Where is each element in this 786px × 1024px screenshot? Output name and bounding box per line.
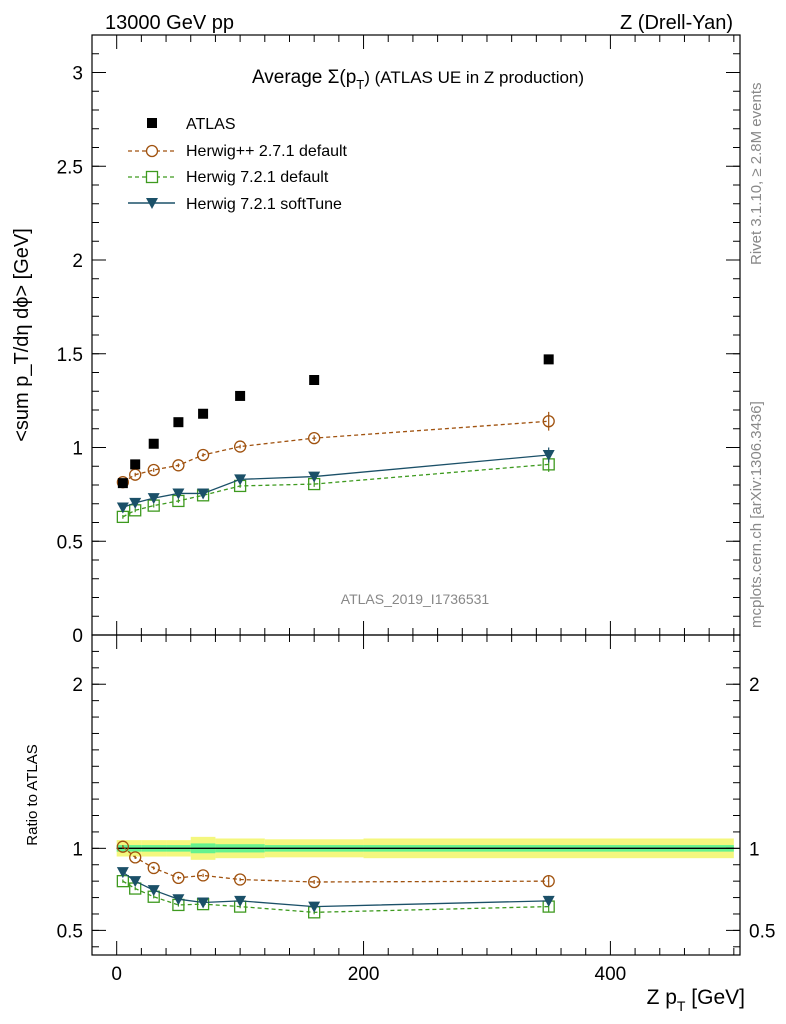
ratio-ylabel: Ratio to ATLAS	[24, 744, 41, 845]
ratio-point-herwig-7-2-1-softtune	[542, 895, 555, 907]
main-point-atlas	[173, 417, 184, 428]
main-point-herwig-2-7-1-default	[542, 415, 555, 428]
ratio-point-herwig-2-7-1-default	[147, 861, 160, 875]
ratio-point-herwig-2-7-1-default	[172, 871, 185, 885]
ratio-line-herwig-7-2-1-default	[122, 880, 549, 913]
main-point-herwig-7-2-1-softtune	[234, 474, 247, 486]
legend-herwigpp-marker	[145, 144, 159, 158]
xlabel-tail: [GeV]	[685, 986, 745, 1009]
main-data	[116, 354, 555, 524]
legend: ATLAS Herwig++ 2.7.1 default Herwig 7.2.…	[128, 116, 348, 213]
ratio-series-herwig-2-7-1-default	[116, 840, 555, 889]
ratio-point-herwig-7-2-1-softtune	[308, 901, 321, 913]
ratio-point-herwig-7-2-1-softtune	[234, 895, 247, 907]
ratio-data	[116, 840, 555, 919]
main-point-atlas	[130, 459, 141, 470]
main-point-atlas	[543, 354, 554, 365]
main-ytick-label: 0.5	[57, 532, 83, 553]
ratio-point-herwig-2-7-1-default	[542, 875, 555, 888]
header-right: Z (Drell-Yan)	[620, 12, 733, 34]
main-ylabel: <sum p_T/dη dϕ> [GeV]	[11, 228, 33, 442]
main-point-herwig-7-2-1-softtune	[172, 488, 185, 500]
ratio-point-herwig-2-7-1-default	[116, 840, 130, 853]
ratio-ytick-label-left: 2	[72, 675, 83, 696]
ratio-point-herwig-7-2-1-softtune	[197, 897, 210, 909]
legend-herwigpp-label: Herwig++ 2.7.1 default	[186, 143, 348, 160]
xlabel-sub: T	[677, 998, 686, 1014]
rivet-label: Rivet 3.1.10, ≥ 2.8M events	[748, 83, 765, 266]
ratio-line-herwig-7-2-1-softtune	[122, 871, 549, 908]
header-left: 13000 GeV pp	[105, 12, 234, 34]
main-line-herwig-7-2-1-default	[122, 463, 549, 518]
main-point-herwig-2-7-1-default	[172, 459, 185, 472]
title-sigma: Σ(p	[328, 67, 357, 88]
x-tick-label: 400	[595, 964, 627, 985]
main-series-herwig-7-2-1-softtune	[116, 447, 555, 514]
legend-softtune-marker	[146, 198, 158, 209]
ratio-ytick-label-right: 1	[749, 839, 760, 860]
ratio-ytick-label-right: 2	[749, 675, 760, 696]
main-ytick-label: 2	[72, 251, 83, 272]
title-tail: ) (ATLAS UE in Z production)	[364, 68, 584, 87]
main-point-herwig-2-7-1-default	[308, 431, 321, 445]
main-point-herwig-2-7-1-default	[129, 468, 142, 481]
main-point-atlas	[117, 478, 128, 489]
ratio-point-herwig-7-2-1-softtune	[147, 885, 160, 897]
ratio-ytick-label-left: 1	[72, 839, 83, 860]
legend-softtune-label: Herwig 7.2.1 softTune	[186, 196, 342, 213]
main-point-herwig-7-2-1-softtune	[308, 471, 321, 483]
main-point-atlas	[235, 390, 246, 401]
ratio-frame	[91, 634, 741, 956]
main-ytick-label: 1.5	[57, 345, 83, 366]
main-ytick-label: 3	[72, 64, 83, 85]
analysis-watermark: ATLAS_2019_I1736531	[341, 591, 490, 607]
title-sub: T	[356, 77, 364, 92]
main-ytick-label: 0	[72, 626, 83, 647]
main-point-atlas	[309, 375, 320, 385]
x-tick-label: 200	[348, 964, 380, 985]
x-axis-label: Z pT [GeV]	[647, 986, 745, 1014]
ratio-point-herwig-2-7-1-default	[129, 851, 142, 864]
main-point-atlas	[148, 438, 159, 449]
mcplots-label: mcplots.cern.ch [arXiv:1306.3436]	[748, 401, 765, 628]
legend-herwig721-label: Herwig 7.2.1 default	[186, 169, 329, 186]
main-point-herwig-2-7-1-default	[233, 440, 247, 453]
ratio-point-herwig-7-2-1-softtune	[116, 867, 129, 879]
main-ytick-label: 1	[72, 439, 83, 460]
main-ticks: 0 0.5 1 1.5 2 2.5 3	[57, 34, 740, 647]
main-ytick-label: 2.5	[57, 157, 83, 178]
title-lead: Average	[252, 67, 328, 88]
main-series-atlas	[117, 354, 554, 489]
ratio-point-herwig-7-2-1-softtune	[129, 876, 142, 888]
ratio-point-herwig-2-7-1-default	[308, 875, 321, 889]
legend-herwig721-marker	[145, 170, 159, 184]
ratio-band	[116, 836, 734, 860]
ratio-point-herwig-7-2-1-softtune	[172, 894, 185, 906]
main-title: Average Σ(pT) (ATLAS UE in Z production)	[252, 67, 584, 92]
main-point-atlas	[198, 408, 209, 419]
main-point-herwig-2-7-1-default	[196, 448, 210, 462]
ratio-ytick-label-left: 0.5	[57, 921, 83, 942]
ratio-ytick-label-right: 0.5	[749, 921, 775, 942]
main-point-herwig-7-2-1-softtune	[147, 493, 160, 505]
main-line-herwig-2-7-1-default	[122, 420, 549, 483]
ratio-ticks: 0.5 0.5 1 1 2 2 0 200 400	[57, 635, 775, 985]
legend-atlas-label: ATLAS	[186, 116, 236, 133]
x-tick-label: 0	[111, 964, 122, 985]
main-point-herwig-7-2-1-softtune	[129, 497, 142, 509]
xlabel-lead: Z p	[647, 986, 677, 1009]
main-point-herwig-7-2-1-softtune	[542, 450, 555, 461]
main-point-herwig-7-2-1-softtune	[116, 502, 129, 514]
ratio-point-herwig-2-7-1-default	[196, 869, 210, 882]
main-point-herwig-7-2-1-softtune	[197, 488, 210, 500]
main-point-herwig-2-7-1-default	[147, 463, 160, 477]
legend-atlas-marker	[147, 118, 157, 128]
ratio-point-herwig-2-7-1-default	[233, 873, 247, 886]
ratio-series-herwig-7-2-1-softtune	[116, 867, 555, 913]
